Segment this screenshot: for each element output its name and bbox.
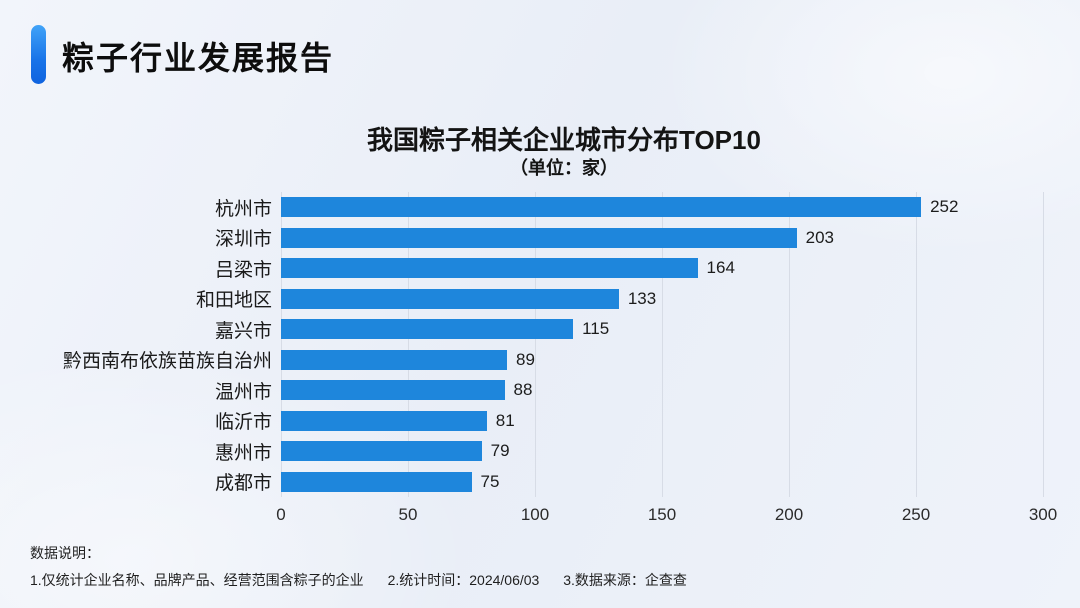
- value-label: 81: [495, 410, 515, 430]
- bar: [281, 319, 574, 340]
- bar-row: 成都市 75: [19, 467, 1043, 498]
- bar-track: 115: [281, 319, 1043, 340]
- bar-chart: 杭州市 252 深圳市 203 吕梁市 164 和田地区 133 嘉兴市 115 黔西南布依族苗族自…: [19, 192, 1044, 497]
- value-label: 252: [930, 197, 959, 217]
- bar-row: 嘉兴市 115: [19, 314, 1043, 345]
- category-label: 嘉兴市: [214, 320, 272, 342]
- bar-track: 89: [281, 349, 1043, 370]
- value-label: 79: [490, 441, 510, 461]
- x-axis: 0 50 100 150 200 250 300: [276, 505, 1057, 527]
- bar: [281, 380, 505, 401]
- x-tick-label: 100: [520, 505, 550, 524]
- bar-row: 黔西南布依族苗族自治州 89: [19, 345, 1043, 376]
- bar-row: 临沂市 81: [19, 406, 1043, 437]
- note-scope: 1.仅统计企业名称、品牌产品、经营范围含粽子的企业: [30, 572, 364, 588]
- category-label: 惠州市: [214, 442, 272, 464]
- value-label: 115: [582, 319, 610, 339]
- value-label: 164: [706, 258, 735, 278]
- x-tick-label: 150: [647, 505, 677, 524]
- gridline: [535, 192, 536, 497]
- bar: [281, 471, 472, 492]
- gridline: [281, 192, 282, 497]
- category-label: 杭州市: [214, 198, 272, 220]
- x-tick-label: 300: [1028, 505, 1058, 524]
- bar: [281, 410, 487, 431]
- category-label: 临沂市: [214, 412, 272, 434]
- bar: [281, 288, 619, 309]
- category-label: 温州市: [214, 381, 272, 403]
- value-label: 88: [513, 380, 533, 400]
- bar-track: 133: [281, 288, 1043, 309]
- chart-title: 我国粽子相关企业城市分布TOP10: [367, 125, 761, 155]
- category-label: 成都市: [214, 473, 272, 495]
- header-accent-bar: [31, 25, 46, 84]
- bar-track: 164: [281, 258, 1043, 279]
- bar: [281, 227, 797, 248]
- x-tick-label: 50: [398, 505, 418, 524]
- bar-row: 和田地区 133: [19, 284, 1043, 315]
- gridline: [1043, 192, 1044, 497]
- bar-track: 81: [281, 410, 1043, 431]
- gridline: [789, 192, 790, 497]
- value-label: 203: [805, 227, 834, 247]
- category-label: 和田地区: [195, 290, 272, 312]
- category-label: 深圳市: [214, 229, 272, 251]
- x-tick-label: 0: [276, 505, 286, 524]
- bar-row: 深圳市 203: [19, 223, 1043, 254]
- data-notes-heading: 数据说明：: [30, 545, 100, 561]
- bar: [281, 258, 698, 279]
- gridline: [408, 192, 409, 497]
- note-source: 3.数据来源：企查查: [563, 572, 687, 588]
- gridline: [662, 192, 663, 497]
- bar: [281, 349, 508, 370]
- bar-track: 88: [281, 380, 1043, 401]
- value-label: 89: [516, 349, 535, 369]
- bar: [281, 197, 922, 218]
- bar-track: 252: [281, 197, 1043, 218]
- grid-overlay: [281, 192, 1044, 497]
- value-label: 75: [480, 471, 500, 491]
- chart-subtitle: （单位：家）: [510, 158, 618, 178]
- bar-row: 惠州市 79: [19, 436, 1043, 467]
- bar-track: 75: [281, 471, 1043, 492]
- bar-track: 203: [281, 227, 1043, 248]
- x-tick-label: 250: [901, 505, 931, 524]
- category-label: 吕梁市: [214, 259, 272, 281]
- bar-row: 杭州市 252: [19, 192, 1043, 223]
- bar: [281, 441, 482, 462]
- data-notes: 1.仅统计企业名称、品牌产品、经营范围含粽子的企业 2.统计时间：2024/06…: [30, 570, 707, 590]
- bar-track: 79: [281, 441, 1043, 462]
- category-label: 黔西南布依族苗族自治州: [62, 351, 272, 373]
- note-date: 2.统计时间：2024/06/03: [387, 572, 540, 588]
- value-label: 133: [627, 288, 657, 308]
- bar-row: 温州市 88: [19, 375, 1043, 406]
- gridline: [916, 192, 917, 497]
- bar-rows: 杭州市 252 深圳市 203 吕梁市 164 和田地区 133 嘉兴市 115 黔西南布依族苗族自…: [19, 192, 1043, 497]
- report-title: 粽子行业发展报告: [62, 40, 335, 76]
- x-tick-label: 200: [774, 505, 804, 524]
- bar-row: 吕梁市 164: [19, 253, 1043, 284]
